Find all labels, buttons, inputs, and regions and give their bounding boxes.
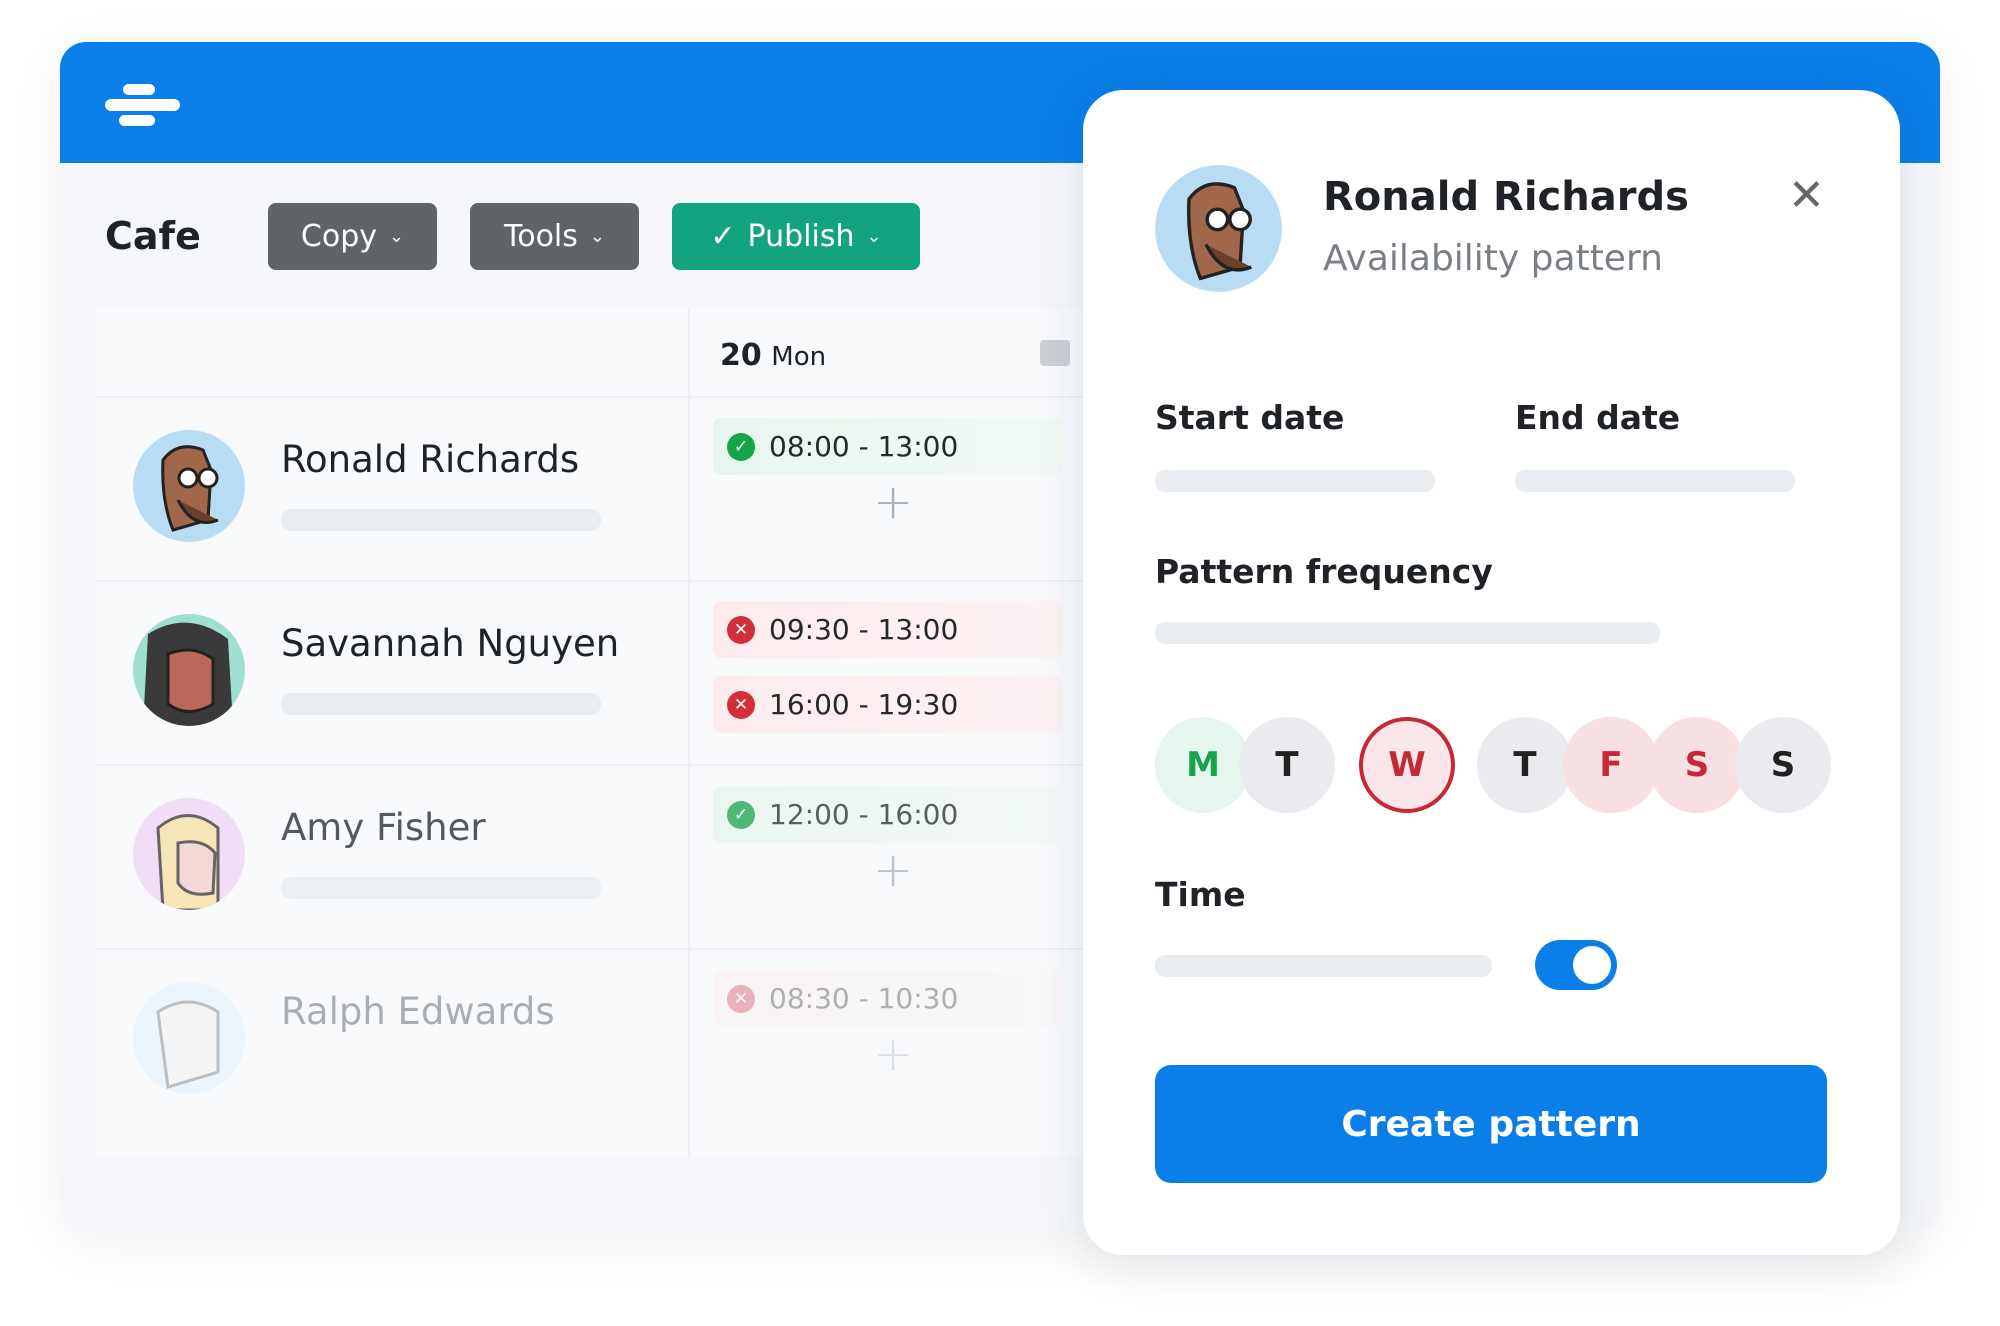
column-divider bbox=[688, 308, 690, 1158]
add-shift-button[interactable]: + bbox=[873, 1026, 914, 1082]
day-toggle-thursday[interactable]: T bbox=[1477, 717, 1573, 813]
pattern-frequency-input[interactable] bbox=[1155, 622, 1660, 644]
shift-pill[interactable]: ✕ 16:00 - 19:30 bbox=[713, 676, 1063, 733]
shift-time: 09:30 - 13:00 bbox=[769, 613, 959, 646]
day-toggle-tuesday[interactable]: T bbox=[1239, 717, 1335, 813]
tools-label: Tools bbox=[504, 219, 578, 254]
add-shift-button[interactable]: + bbox=[873, 474, 914, 530]
placeholder-bar bbox=[281, 693, 601, 715]
availability-pattern-panel: Ronald Richards Availability pattern ✕ S… bbox=[1083, 90, 1900, 1255]
day-number: 20 bbox=[720, 338, 762, 373]
divider bbox=[97, 764, 1087, 766]
weekday: Mon bbox=[771, 342, 827, 372]
comment-icon[interactable] bbox=[1040, 340, 1070, 366]
close-icon[interactable]: ✕ bbox=[1788, 170, 1825, 221]
shift-time: 12:00 - 16:00 bbox=[769, 798, 959, 831]
shift-time: 16:00 - 19:30 bbox=[769, 688, 959, 721]
avatar bbox=[133, 982, 245, 1094]
avatar bbox=[133, 614, 245, 726]
chevron-down-icon: ⌄ bbox=[866, 226, 882, 247]
shift-time: 08:30 - 10:30 bbox=[769, 982, 959, 1015]
schedule-grid: 20 Mon Ronald Richards ✓ 08:00 - 13:00 + … bbox=[97, 308, 1087, 1158]
placeholder-bar bbox=[281, 877, 601, 899]
table-row: Ronald Richards ✓ 08:00 - 13:00 + bbox=[97, 396, 1087, 580]
check-circle-icon: ✓ bbox=[727, 432, 755, 461]
shift-pill[interactable]: ✓ 08:00 - 13:00 bbox=[713, 418, 1063, 475]
shift-pill[interactable]: ✕ 09:30 - 13:00 bbox=[713, 601, 1063, 658]
check-circle-icon: ✓ bbox=[727, 800, 755, 829]
panel-subtitle: Availability pattern bbox=[1323, 238, 1663, 279]
x-circle-icon: ✕ bbox=[727, 984, 755, 1013]
shift-time: 08:00 - 13:00 bbox=[769, 430, 959, 463]
end-date-input[interactable] bbox=[1515, 470, 1795, 492]
tools-button[interactable]: Tools ⌄ bbox=[470, 203, 639, 270]
logo-icon[interactable] bbox=[105, 82, 180, 130]
time-toggle[interactable] bbox=[1535, 940, 1617, 990]
chevron-down-icon: ⌄ bbox=[589, 226, 605, 247]
chevron-down-icon: ⌄ bbox=[389, 226, 405, 247]
employee-name[interactable]: Ralph Edwards bbox=[281, 990, 555, 1033]
employee-name[interactable]: Ronald Richards bbox=[281, 438, 580, 481]
location-title: Cafe bbox=[105, 214, 201, 258]
pattern-frequency-label: Pattern frequency bbox=[1155, 552, 1493, 591]
day-toggle-saturday[interactable]: S bbox=[1649, 717, 1745, 813]
avatar bbox=[133, 798, 245, 910]
divider bbox=[97, 396, 1087, 398]
shift-pill[interactable]: ✕ 08:30 - 10:30 bbox=[713, 970, 1063, 1027]
start-date-label: Start date bbox=[1155, 398, 1345, 437]
shift-pill[interactable]: ✓ 12:00 - 16:00 bbox=[713, 786, 1063, 843]
x-circle-icon: ✕ bbox=[727, 615, 755, 644]
day-toggle-sunday[interactable]: S bbox=[1735, 717, 1831, 813]
toggle-knob bbox=[1573, 946, 1611, 984]
start-date-input[interactable] bbox=[1155, 470, 1435, 492]
publish-label: Publish bbox=[747, 219, 855, 254]
employee-name[interactable]: Amy Fisher bbox=[281, 806, 486, 849]
day-header: 20 Mon bbox=[720, 338, 826, 373]
create-pattern-button[interactable]: Create pattern bbox=[1155, 1065, 1827, 1183]
x-circle-icon: ✕ bbox=[727, 690, 755, 719]
placeholder-bar bbox=[281, 509, 601, 531]
end-date-label: End date bbox=[1515, 398, 1681, 437]
avatar bbox=[133, 430, 245, 542]
table-row: Ralph Edwards ✕ 08:30 - 10:30 + bbox=[97, 948, 1087, 1132]
avatar bbox=[1155, 165, 1282, 292]
employee-name[interactable]: Savannah Nguyen bbox=[281, 622, 620, 665]
publish-button[interactable]: ✓ Publish ⌄ bbox=[672, 203, 920, 270]
divider bbox=[97, 580, 1087, 582]
day-toggle-wednesday[interactable]: W bbox=[1359, 717, 1455, 813]
copy-button[interactable]: Copy ⌄ bbox=[268, 203, 437, 270]
time-input[interactable] bbox=[1155, 955, 1492, 977]
table-row: Amy Fisher ✓ 12:00 - 16:00 + bbox=[97, 764, 1087, 948]
day-toggle-friday[interactable]: F bbox=[1563, 717, 1659, 813]
copy-label: Copy bbox=[300, 219, 377, 254]
check-icon: ✓ bbox=[710, 219, 736, 254]
day-toggle-monday[interactable]: M bbox=[1155, 717, 1251, 813]
time-label: Time bbox=[1155, 875, 1246, 914]
add-shift-button[interactable]: + bbox=[873, 842, 914, 898]
table-row: Savannah Nguyen ✕ 09:30 - 13:00 ✕ 16:00 - … bbox=[97, 580, 1087, 764]
divider bbox=[97, 948, 1087, 950]
panel-title: Ronald Richards bbox=[1323, 174, 1689, 220]
